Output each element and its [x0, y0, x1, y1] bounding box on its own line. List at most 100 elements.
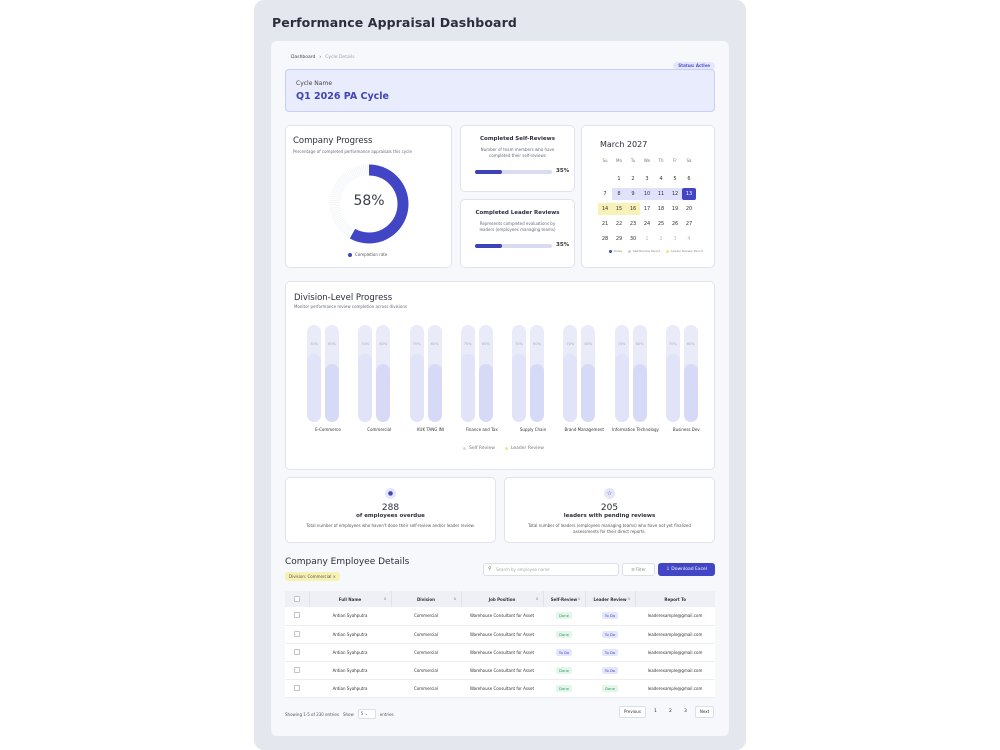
calendar-day[interactable]: 1: [617, 176, 621, 182]
sort-icon[interactable]: ⇅: [577, 596, 581, 601]
self-review-pct: 70%: [361, 342, 370, 346]
cycle-panel: Dashboard › Cycle Details Status: Active…: [271, 41, 729, 736]
calendar-day[interactable]: 2: [631, 176, 635, 182]
calendar-day[interactable]: 28: [601, 236, 609, 242]
calendar-day[interactable]: 4: [659, 176, 663, 182]
header-leader-review[interactable]: Leader Review ⇅: [585, 591, 636, 607]
breadcrumb-current: Cycle Details: [325, 55, 355, 60]
page-size-select[interactable]: 5 ⌄: [357, 709, 376, 719]
calendar-day[interactable]: 10: [640, 188, 654, 200]
company-progress-card: Company Progress Percentage of completed…: [285, 125, 452, 268]
previous-button[interactable]: Previous: [619, 706, 646, 718]
status-badge: Done: [556, 630, 572, 638]
search-input[interactable]: ⚲ Search by employee name: [483, 563, 619, 576]
page-1-button[interactable]: 1: [653, 709, 657, 714]
calendar-day[interactable]: 14: [598, 203, 612, 215]
leader-review-bar: 60%: [478, 325, 493, 422]
table-row[interactable]: Ardian Syahputra Commercial Warehouse Cons…: [285, 661, 715, 680]
pending-card: ☆ 205 leaders with pending reviews Total…: [504, 477, 715, 543]
header-job-position[interactable]: Job Position ⇅: [461, 591, 544, 607]
row-checkbox[interactable]: [294, 630, 300, 637]
calendar-day[interactable]: 16: [626, 203, 640, 215]
leader-review-bar-fill: [376, 363, 391, 422]
calendar-day[interactable]: 26: [671, 221, 679, 227]
status-badge: To Do: [601, 666, 619, 674]
table-cell: To Do: [543, 643, 585, 662]
row-checkbox[interactable]: [294, 684, 300, 691]
calendar-day[interactable]: 20: [685, 206, 693, 212]
legend-leader-review-label: Leader Review: [510, 446, 544, 451]
calendar-day[interactable]: 1: [645, 236, 649, 242]
calendar-day[interactable]: 4: [687, 236, 691, 242]
users-icon: ●: [385, 488, 396, 499]
calendar-day[interactable]: 19: [671, 206, 679, 212]
calendar-day[interactable]: 30: [629, 236, 637, 242]
download-excel-button[interactable]: ⇩ Download Excel: [658, 563, 715, 576]
sort-icon[interactable]: ⇅: [535, 596, 539, 601]
header-division[interactable]: Division ⇅: [391, 591, 462, 607]
select-all-checkbox[interactable]: [293, 595, 300, 602]
table-row[interactable]: Ardian Syahputra Commercial Warehouse Cons…: [285, 625, 715, 644]
division-filter-chip[interactable]: Division: Commercial ×: [285, 572, 341, 581]
calendar-day[interactable]: 21: [601, 221, 609, 227]
sort-icon[interactable]: ⇅: [627, 596, 631, 601]
self-review-bar-fill: [614, 354, 629, 422]
header-full-name[interactable]: Full Name ⇅: [309, 591, 392, 607]
calendar-day[interactable]: 12: [668, 188, 682, 200]
self-review-pct: 70%: [412, 342, 421, 346]
calendar-day[interactable]: 3: [645, 176, 649, 182]
calendar-day[interactable]: 24: [643, 221, 651, 227]
calendar-day[interactable]: 2: [659, 236, 663, 242]
overdue-title: of employees overdue: [356, 513, 425, 519]
page-2-button[interactable]: 2: [668, 709, 672, 714]
page-3-button[interactable]: 3: [683, 709, 687, 714]
calendar-day[interactable]: 3: [673, 236, 677, 242]
filter-button[interactable]: ☰ Filter: [622, 563, 655, 576]
next-button[interactable]: Next: [694, 706, 715, 718]
calendar-day[interactable]: 11: [654, 188, 668, 200]
header-self-review[interactable]: Self-Review ⇅: [543, 591, 586, 607]
self-reviews-card: Completed Self-Reviews Number of team me…: [460, 125, 575, 192]
leader-reviews-title: Completed Leader Reviews: [475, 210, 560, 216]
calendar-day[interactable]: 13: [682, 188, 696, 200]
self-review-bar: 70%: [358, 325, 373, 422]
table-row[interactable]: Ardian Syahputra Commercial Warehouse Cons…: [285, 679, 715, 698]
table-cell: Ardian Syahputra: [309, 661, 391, 680]
calendar-day[interactable]: 18: [657, 206, 665, 212]
table-row[interactable]: Ardian Syahputra Commercial Warehouse Cons…: [285, 607, 715, 626]
sort-icon[interactable]: ⇅: [453, 596, 457, 601]
legend-dot-icon: [348, 252, 352, 257]
leader-review-pct: 60%: [430, 342, 439, 346]
legend-leader-review: Leader Review: [504, 446, 544, 451]
calendar-day[interactable]: 7: [603, 191, 607, 197]
table-row[interactable]: Ardian Syahputra Commercial Warehouse Cons…: [285, 643, 715, 662]
calendar-day[interactable]: 9: [626, 188, 640, 200]
calendar-day[interactable]: 15: [612, 203, 626, 215]
breadcrumb-home[interactable]: Dashboard: [291, 55, 316, 60]
calendar-day[interactable]: 29: [615, 236, 623, 242]
table-cell: Ardian Syahputra: [309, 679, 391, 698]
calendar-day[interactable]: 23: [629, 221, 637, 227]
calendar-weekday: Sa: [686, 158, 692, 163]
row-checkbox[interactable]: [294, 666, 300, 673]
table-cell: Done: [543, 625, 585, 644]
legend-dot-icon: [666, 249, 670, 253]
row-select-cell: [285, 679, 309, 698]
page-size-value: 5: [360, 711, 364, 716]
table-cell: Commercial: [391, 643, 461, 662]
calendar-day[interactable]: 17: [643, 206, 651, 212]
leader-review-pct: 60%: [533, 342, 541, 346]
row-checkbox[interactable]: [294, 648, 300, 655]
filter-label: Filter: [635, 567, 646, 572]
close-icon[interactable]: ×: [332, 574, 337, 579]
sort-icon[interactable]: ⇅: [383, 596, 387, 601]
calendar-day[interactable]: 8: [612, 188, 626, 200]
self-review-bar: 70%: [563, 325, 578, 422]
row-checkbox[interactable]: [294, 612, 300, 619]
calendar-day[interactable]: 25: [657, 221, 665, 227]
self-review-bar-fill: [460, 354, 475, 422]
calendar-day[interactable]: 5: [673, 176, 677, 182]
calendar-day[interactable]: 22: [615, 221, 623, 227]
calendar-day[interactable]: 6: [687, 176, 691, 182]
calendar-day[interactable]: 27: [685, 221, 693, 227]
